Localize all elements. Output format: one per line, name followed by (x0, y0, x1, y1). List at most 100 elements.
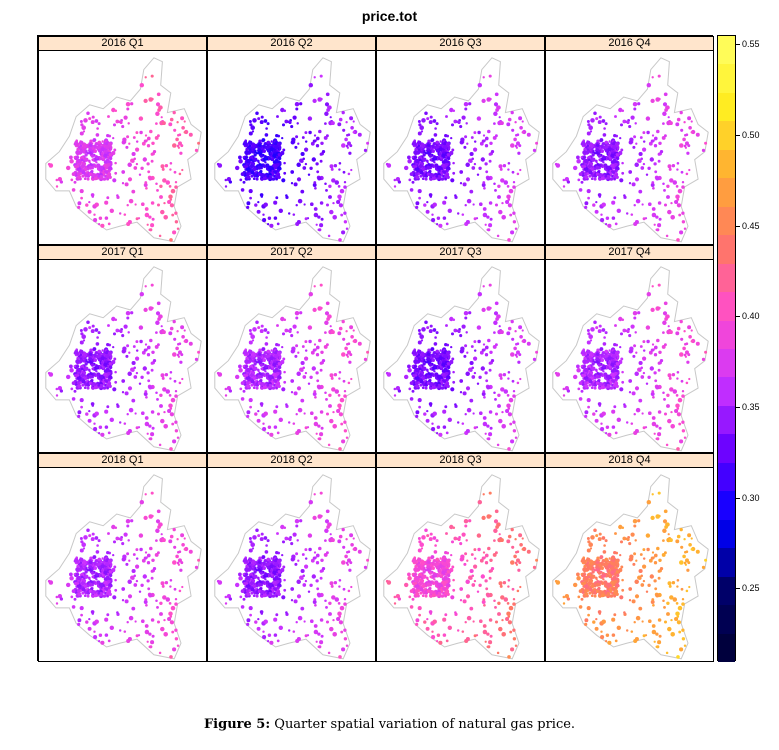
price-point (655, 385, 660, 390)
price-point (464, 135, 468, 139)
price-point (172, 230, 177, 235)
price-point (95, 133, 100, 137)
price-point (595, 117, 599, 121)
price-point (95, 578, 98, 581)
price-point (611, 156, 615, 159)
price-point (319, 223, 324, 228)
price-point (248, 606, 253, 611)
price-point (146, 561, 151, 565)
panel-2017-q2: 2017 Q2 (207, 244, 376, 454)
price-point (513, 346, 517, 350)
price-point (635, 351, 638, 354)
price-point (277, 368, 281, 372)
price-point (299, 519, 303, 523)
price-point (256, 353, 259, 356)
price-point (245, 381, 249, 384)
price-point (152, 358, 157, 362)
price-point (131, 569, 136, 574)
price-point (488, 431, 493, 436)
price-point (87, 144, 90, 148)
price-point (442, 409, 447, 414)
price-point (84, 366, 89, 371)
price-point (143, 183, 148, 187)
price-point (317, 424, 321, 428)
price-point (265, 335, 268, 339)
price-point (618, 151, 623, 156)
price-point (657, 159, 661, 163)
price-point (83, 177, 87, 181)
price-point (646, 130, 650, 135)
price-point (393, 387, 397, 390)
price-point (586, 172, 590, 176)
price-point (234, 374, 240, 379)
price-point (234, 583, 240, 588)
price-point (84, 570, 88, 574)
price-point (357, 550, 362, 555)
price-point (662, 391, 665, 394)
price-point (248, 120, 252, 123)
price-point (611, 200, 616, 205)
price-point (507, 370, 511, 374)
price-point (447, 208, 452, 213)
price-point (126, 204, 129, 207)
price-point (246, 618, 251, 623)
price-point (183, 130, 187, 134)
price-point (484, 144, 489, 148)
price-point (417, 150, 421, 154)
price-point (607, 147, 612, 152)
price-point (326, 316, 330, 321)
price-point (688, 334, 692, 339)
price-point (75, 150, 80, 155)
price-point (343, 211, 347, 215)
price-point (172, 647, 177, 652)
price-point (663, 412, 668, 416)
price-point (81, 578, 84, 582)
price-point (82, 146, 85, 150)
price-point (519, 126, 523, 130)
price-point (280, 359, 285, 364)
price-point (269, 152, 273, 155)
price-point (444, 177, 447, 181)
price-point (107, 162, 110, 166)
price-point (464, 343, 468, 347)
price-point (633, 316, 637, 320)
price-point (444, 386, 447, 389)
price-point (486, 176, 491, 181)
price-point (148, 97, 153, 102)
price-point (93, 635, 98, 640)
price-point (104, 156, 108, 159)
price-point (670, 201, 673, 205)
price-point (135, 140, 139, 143)
price-point (168, 393, 172, 397)
price-point (106, 133, 110, 138)
price-point (492, 344, 497, 349)
price-point (512, 220, 517, 224)
price-point (86, 376, 90, 380)
price-point (150, 577, 154, 580)
price-point (329, 372, 334, 377)
price-point (604, 222, 608, 226)
price-point (332, 423, 337, 429)
price-point (468, 367, 473, 372)
price-point (83, 167, 88, 172)
price-point (142, 365, 147, 371)
price-point (642, 162, 646, 166)
price-point (139, 339, 143, 343)
price-point (141, 350, 146, 355)
price-point (342, 546, 346, 550)
price-point (146, 352, 151, 357)
price-point (325, 188, 328, 192)
panel-strip-label: 2016 Q1 (39, 37, 206, 51)
price-point (603, 127, 606, 130)
price-point (278, 417, 283, 422)
price-point (263, 411, 268, 416)
price-point (319, 368, 323, 372)
price-point (578, 396, 583, 401)
price-point (87, 627, 92, 632)
price-point (701, 148, 706, 153)
price-point (159, 195, 163, 199)
price-point (95, 573, 99, 577)
price-point (97, 383, 101, 387)
price-point (315, 352, 320, 357)
price-point (163, 632, 168, 637)
